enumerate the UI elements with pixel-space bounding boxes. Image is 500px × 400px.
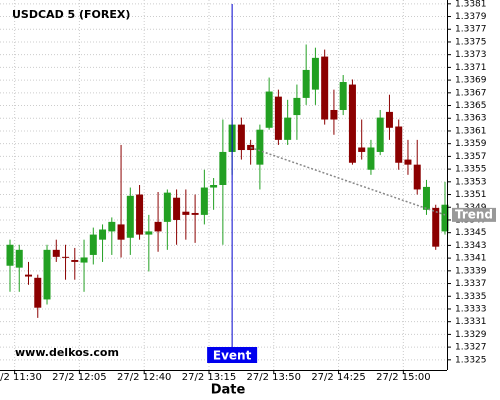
y-tick-label: 1.3359	[455, 139, 487, 149]
y-tick-label: 1.3371	[455, 63, 487, 73]
candle-body	[432, 207, 440, 247]
candle-body	[404, 159, 412, 165]
candle-body	[25, 274, 33, 277]
y-tick-label: 1.3361	[455, 126, 487, 136]
candle-body	[71, 260, 79, 262]
candle-body	[34, 277, 42, 308]
candle-body	[182, 211, 190, 215]
y-tick-label: 1.3353	[455, 177, 487, 187]
y-tick-label: 1.3329	[455, 330, 487, 340]
x-tick-label: 27/2 15:00	[376, 372, 430, 383]
y-tick-label: 1.3367	[455, 88, 487, 98]
candle-body	[274, 96, 282, 140]
event-label: Event	[213, 349, 252, 363]
candle-body	[99, 229, 107, 240]
y-tick-label: 1.3349	[455, 203, 487, 213]
candle-body	[108, 221, 116, 232]
candle-body	[321, 56, 329, 120]
candle-body	[422, 186, 430, 210]
candle-body	[154, 221, 162, 232]
candle-body	[219, 151, 227, 185]
y-tick-label: 1.3331	[455, 317, 487, 327]
candle-body	[6, 244, 14, 266]
candle-body	[330, 109, 338, 120]
candle-body	[348, 84, 356, 163]
candle-body	[395, 126, 403, 163]
y-tick-label: 1.3351	[455, 190, 487, 200]
x-tick-label: 27/2 14:25	[311, 372, 365, 383]
x-tick-label: 27/2 13:50	[247, 372, 301, 383]
chart-title: USDCAD 5 (FOREX)	[12, 8, 130, 21]
candle-body	[265, 91, 273, 128]
y-tick-label: 1.3325	[455, 355, 487, 365]
candle-body	[256, 129, 264, 165]
candle-body	[117, 224, 125, 240]
y-tick-label: 1.3355	[455, 165, 487, 175]
y-tick-label: 1.3357	[455, 152, 487, 162]
candle-body	[52, 249, 60, 257]
x-tick-label: 27/2 12:40	[117, 372, 171, 383]
y-tick-label: 1.3343	[455, 241, 487, 251]
y-tick-label: 1.3377	[455, 25, 487, 35]
candle-body	[339, 82, 347, 110]
y-tick-label: 1.3339	[455, 266, 487, 276]
candle-body	[173, 197, 181, 220]
y-tick-label: 1.3381	[455, 0, 487, 9]
x-axis-title: Date	[211, 383, 246, 398]
y-tick-label: 1.3345	[455, 228, 487, 238]
y-tick-label: 1.3379	[455, 12, 487, 22]
trend-label-box	[452, 207, 496, 222]
x-tick-label: 27/2 11:30	[0, 372, 42, 383]
y-tick-label: 1.3375	[455, 37, 487, 47]
candle-body	[126, 195, 134, 238]
watermark: www.delkos.com	[15, 346, 119, 359]
candle-body	[163, 192, 171, 222]
candle-body	[358, 147, 366, 152]
y-tick-label: 1.3327	[455, 343, 487, 353]
candle-body	[376, 117, 384, 152]
y-tick-label: 1.3363	[455, 114, 487, 124]
y-tick-label: 1.3333	[455, 304, 487, 314]
candle-body	[43, 249, 51, 300]
candle-body	[191, 212, 199, 215]
y-tick-label: 1.3369	[455, 76, 487, 86]
candle-body	[145, 231, 153, 235]
x-tick-label: 27/2 13:15	[182, 372, 236, 383]
candle-body	[89, 234, 97, 255]
candle-body	[80, 257, 88, 263]
candle-body	[302, 69, 310, 98]
candle-body	[311, 57, 319, 90]
candle-body	[237, 124, 245, 151]
y-tick-label: 1.3341	[455, 254, 487, 264]
candle-body	[293, 97, 301, 116]
event-label-box	[207, 347, 258, 363]
candle-body	[413, 164, 421, 190]
candle-body	[15, 249, 23, 268]
candle-body	[200, 187, 208, 215]
candle-body	[367, 147, 375, 170]
y-tick-label: 1.3373	[455, 50, 487, 60]
candle-body	[441, 204, 449, 232]
candle-body	[62, 256, 70, 258]
trend-label: Trend	[455, 207, 493, 221]
y-tick-label: 1.3365	[455, 101, 487, 111]
candle-body	[284, 117, 292, 140]
y-tick-label: 1.3335	[455, 292, 487, 302]
candle-body	[210, 185, 218, 188]
candle-body	[136, 194, 144, 235]
x-tick-label: 27/2 12:05	[52, 372, 106, 383]
y-tick-label: 1.3337	[455, 279, 487, 289]
candle-body	[385, 111, 393, 128]
